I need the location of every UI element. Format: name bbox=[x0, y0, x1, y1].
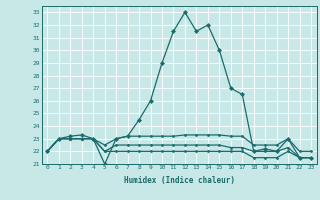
X-axis label: Humidex (Indice chaleur): Humidex (Indice chaleur) bbox=[124, 176, 235, 185]
